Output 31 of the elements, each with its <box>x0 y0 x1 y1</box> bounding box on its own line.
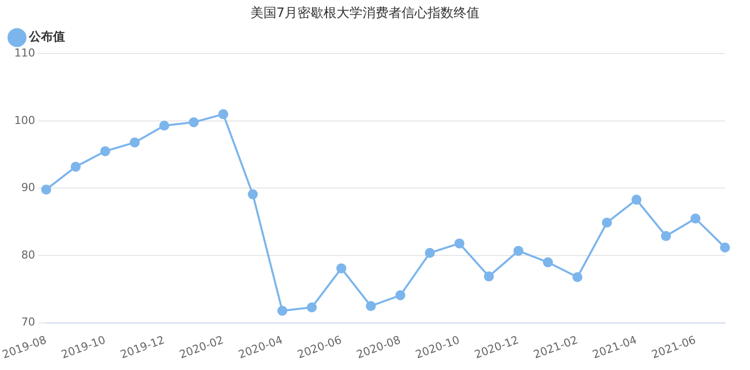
chart-title: 美国7月密歇根大学消费者信心指数终值 <box>250 5 480 22</box>
y-tick-label: 90 <box>21 181 36 194</box>
point <box>248 189 258 200</box>
point <box>100 146 110 156</box>
point <box>395 290 406 300</box>
point <box>306 302 317 312</box>
point <box>602 218 612 228</box>
point <box>366 301 376 312</box>
point <box>218 109 228 120</box>
point <box>424 248 435 258</box>
point <box>41 184 52 195</box>
point <box>188 117 199 128</box>
point <box>277 306 288 316</box>
point <box>572 272 582 282</box>
point <box>513 246 524 256</box>
y-tick-label: 70 <box>21 316 36 329</box>
y-tick-label: 100 <box>14 114 36 127</box>
point <box>454 238 464 248</box>
point <box>631 194 642 205</box>
point <box>720 242 730 252</box>
point <box>336 263 346 274</box>
legend-label: 公布值 <box>28 30 65 44</box>
point <box>70 162 81 172</box>
y-tick-label: 110 <box>14 46 36 60</box>
point <box>660 231 671 242</box>
y-tick-label: 80 <box>21 248 36 262</box>
point <box>159 120 170 131</box>
point <box>542 257 553 268</box>
point <box>484 271 494 282</box>
point <box>690 214 700 224</box>
point <box>130 137 140 148</box>
